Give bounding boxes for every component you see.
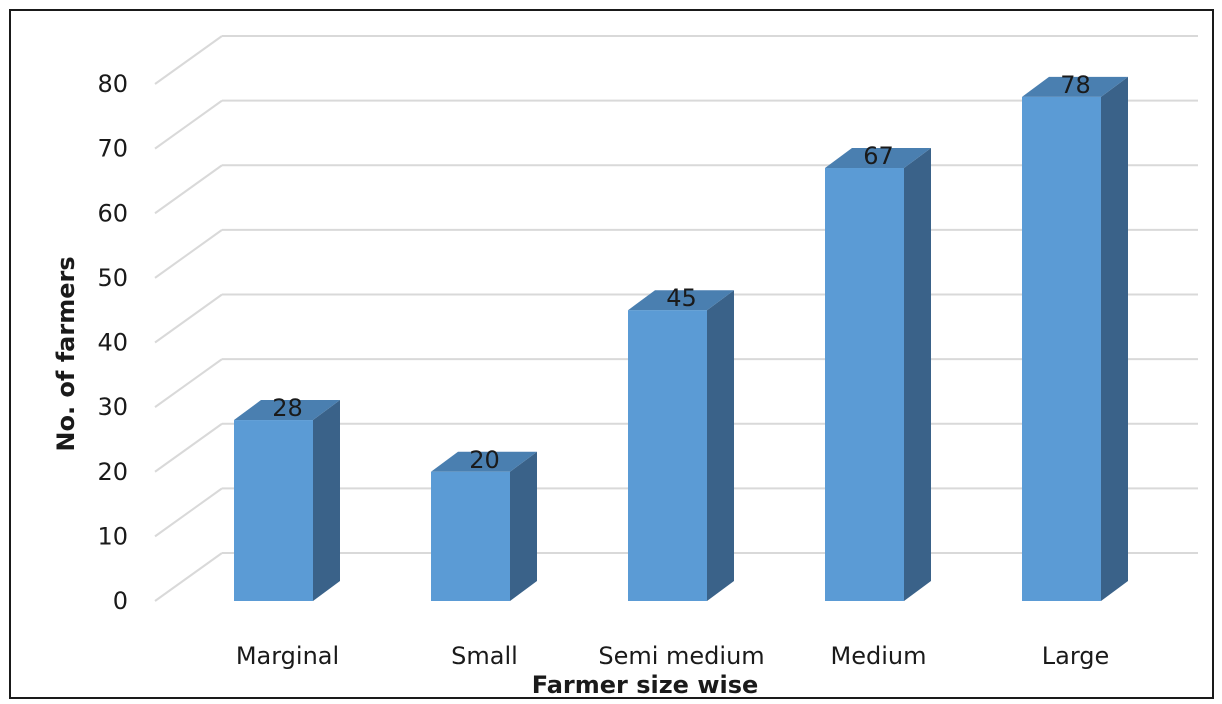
y-tick-label: 0 <box>113 587 128 615</box>
bar <box>234 400 340 601</box>
bar-front <box>234 420 313 601</box>
y-tick-label: 50 <box>97 264 128 292</box>
y-tick-label: 40 <box>97 329 128 357</box>
bars <box>234 76 1128 602</box>
bar-top <box>234 400 340 421</box>
data-label: 28 <box>272 394 303 422</box>
gridline-diagonal <box>154 164 223 215</box>
gridline-diagonal <box>154 552 223 602</box>
gridline-diagonal <box>154 293 223 344</box>
data-label: 67 <box>863 142 894 170</box>
bar-top <box>431 451 537 472</box>
x-category-label: Semi medium <box>598 642 764 670</box>
gridline-diagonal <box>154 422 223 473</box>
bar-front <box>628 310 707 601</box>
bar-side <box>510 451 537 601</box>
bar-side <box>1101 76 1128 602</box>
bar-top <box>1022 76 1128 97</box>
bar <box>1022 76 1128 602</box>
chart-frame <box>9 9 1214 699</box>
x-category-label: Medium <box>831 642 927 670</box>
y-axis-ticks: 0 10 20 30 40 50 60 70 80 <box>97 70 128 615</box>
data-label: 20 <box>469 446 500 474</box>
bar <box>628 290 734 601</box>
gridline-diagonal <box>154 487 223 538</box>
data-label: 78 <box>1060 71 1091 99</box>
y-tick-label: 10 <box>97 522 128 550</box>
bar-side <box>313 400 340 601</box>
bar-side <box>707 290 734 601</box>
x-category-label: Large <box>1042 642 1110 670</box>
bar-front <box>825 168 904 601</box>
bar-front <box>1022 96 1101 602</box>
bar-side <box>904 148 931 601</box>
x-axis-title: Farmer size wise <box>532 671 759 699</box>
data-labels: 28 20 45 67 78 <box>272 71 1091 474</box>
bar-top <box>628 290 734 311</box>
bar-front <box>431 471 510 601</box>
gridline-diagonal <box>154 99 223 150</box>
bar-top <box>825 148 931 169</box>
data-label: 45 <box>666 284 697 312</box>
y-tick-label: 80 <box>97 70 128 98</box>
x-axis-categories: Marginal Small Semi medium Medium Large <box>236 642 1109 670</box>
y-axis-title: No. of farmers <box>52 256 80 451</box>
y-tick-label: 70 <box>97 135 128 163</box>
y-tick-label: 60 <box>97 199 128 227</box>
gridline-diagonal <box>154 229 223 279</box>
bar <box>431 451 537 601</box>
gridline-diagonal <box>154 358 223 408</box>
y-tick-label: 30 <box>97 393 128 421</box>
bar <box>825 148 931 601</box>
gridline-diagonal <box>154 35 223 85</box>
x-category-label: Marginal <box>236 642 339 670</box>
y-tick-label: 20 <box>97 458 128 486</box>
x-category-label: Small <box>451 642 518 670</box>
